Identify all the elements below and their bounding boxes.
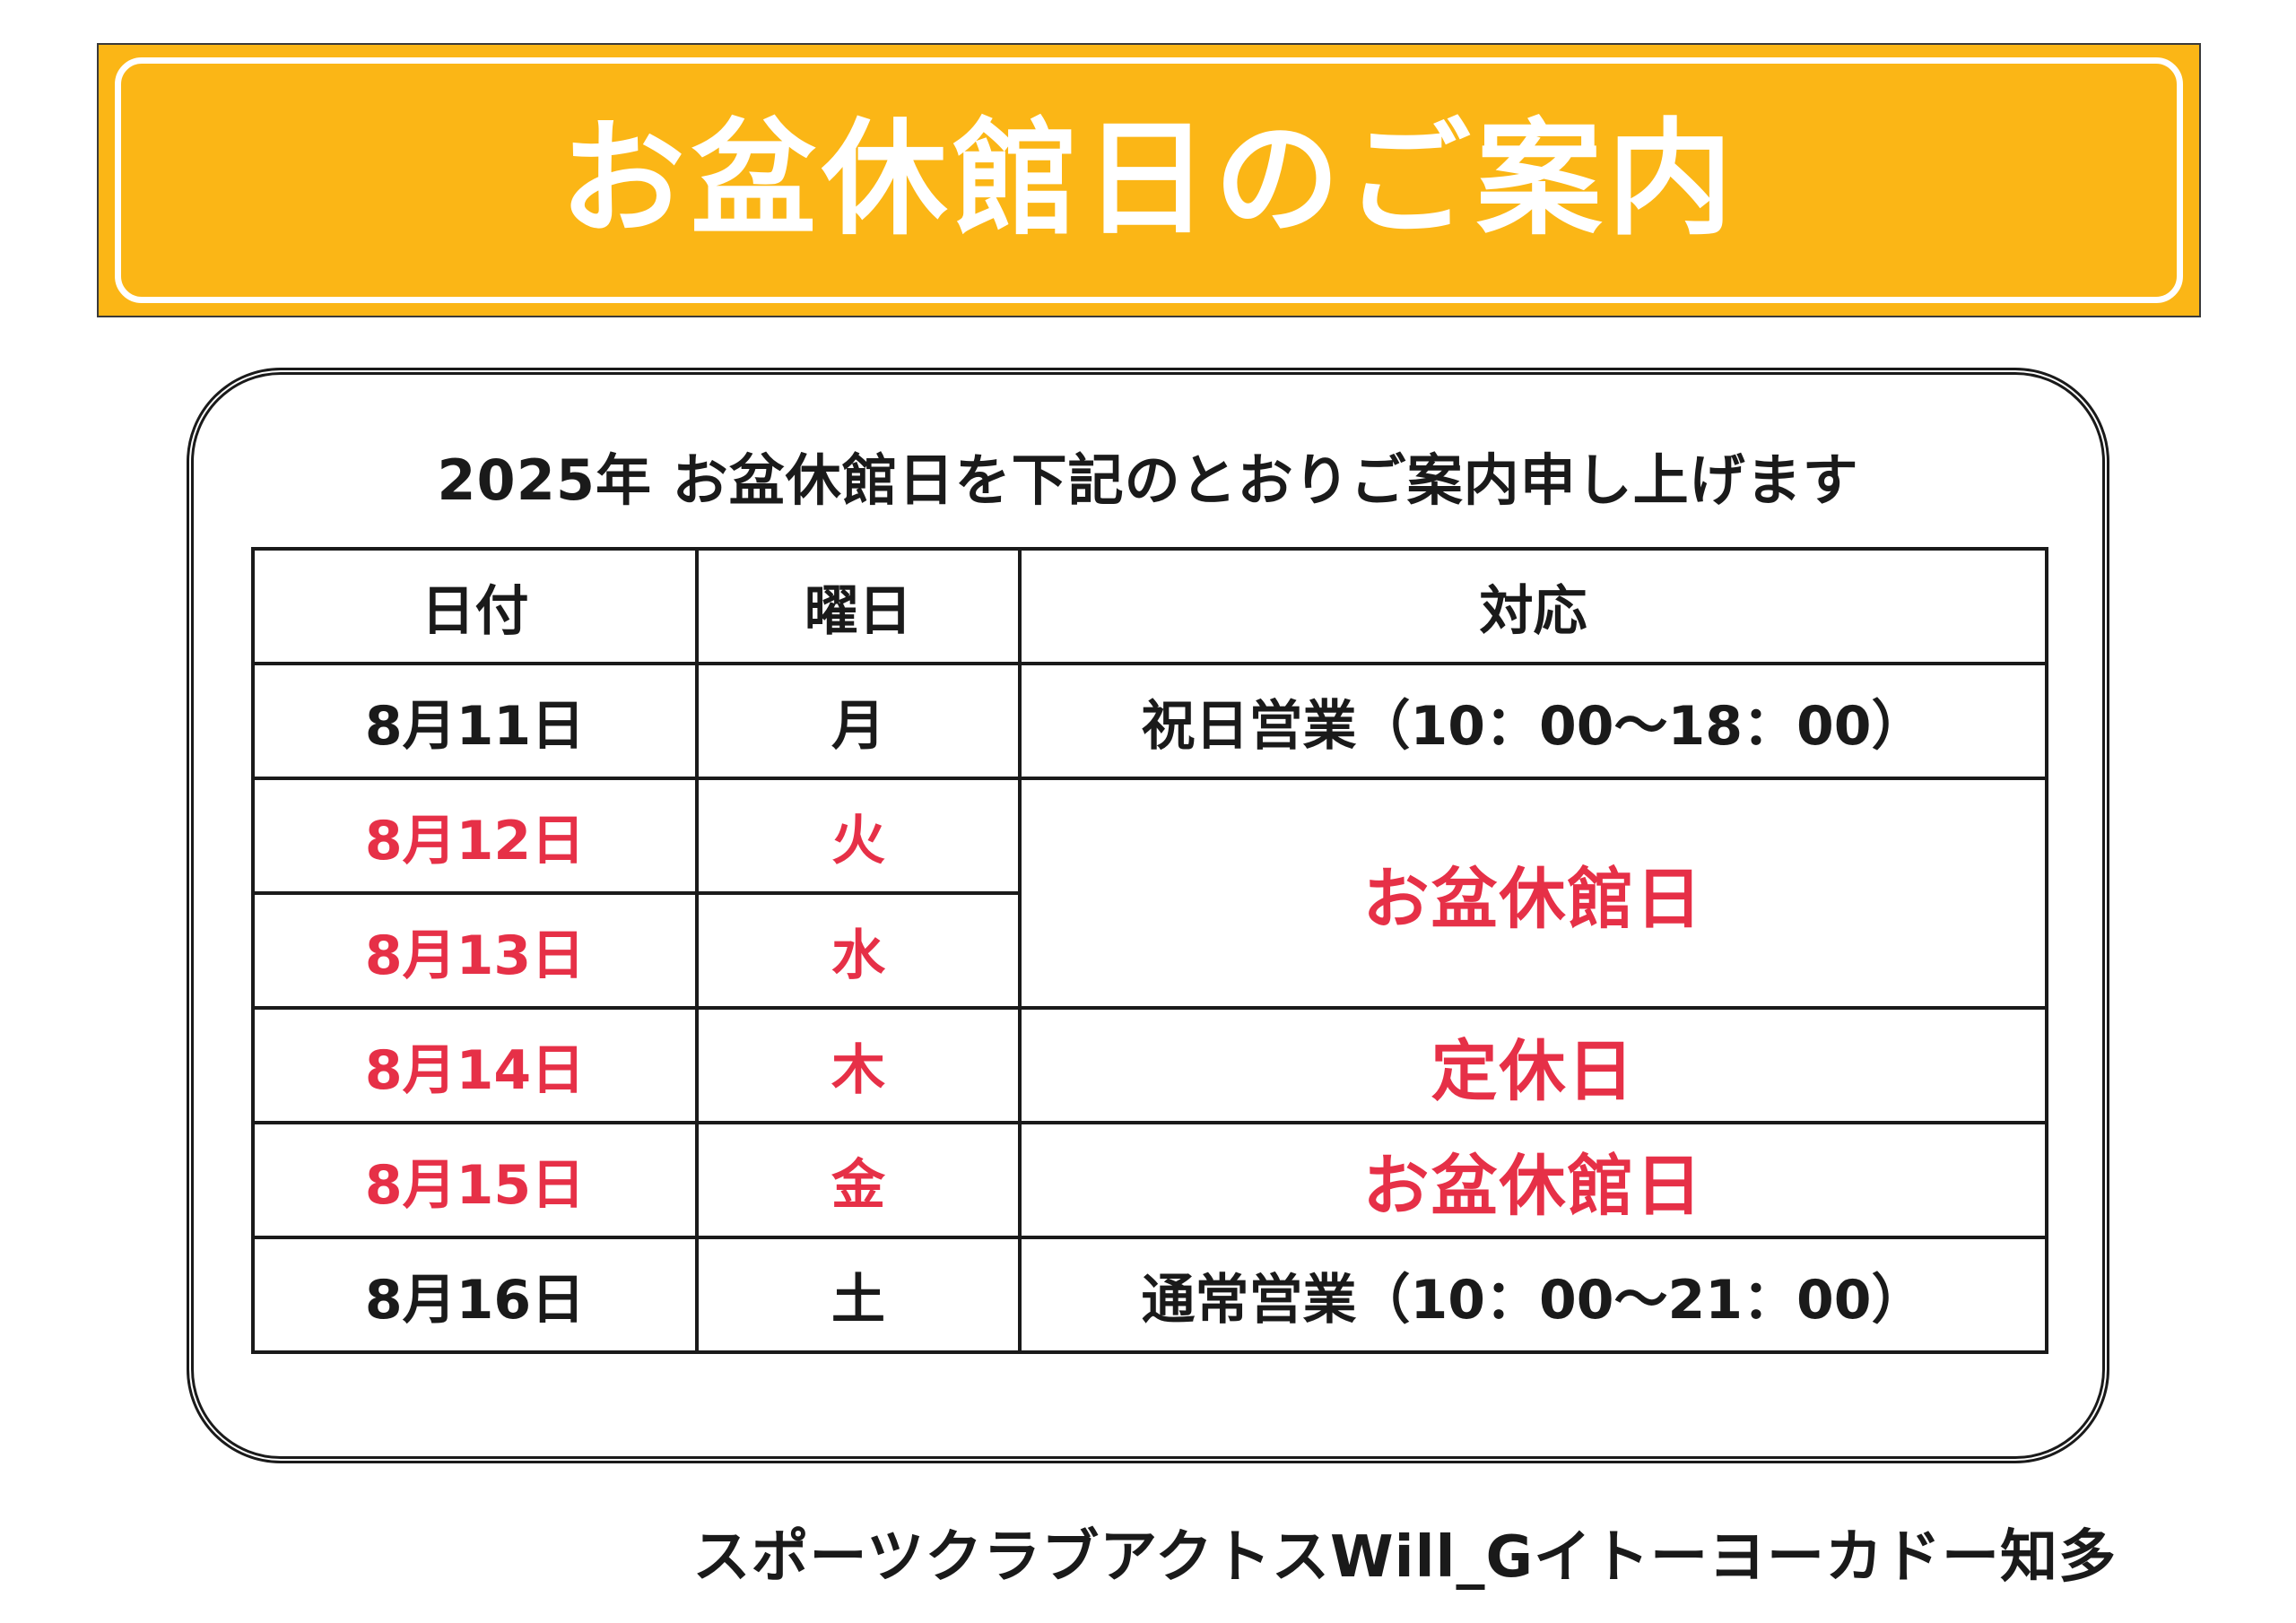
row-day: 火 — [695, 777, 1022, 895]
table-row: 8月14日 木 定休日 — [251, 1006, 2048, 1124]
table-row: 8月15日 金 お盆休館日 — [251, 1121, 2048, 1239]
table-row: 8月16日 土 通常営業（10：00～21：00） — [251, 1236, 2048, 1354]
row-date: 8月16日 — [251, 1236, 699, 1354]
row-day: 月 — [695, 662, 1022, 780]
page-title: お盆休館日のご案内 — [559, 107, 1738, 253]
row-action: 通常営業（10：00～21：00） — [1018, 1236, 2048, 1354]
row-date: 8月14日 — [251, 1006, 699, 1124]
row-day: 木 — [695, 1006, 1022, 1124]
header-action: 対応 — [1018, 547, 2048, 665]
row-date: 8月15日 — [251, 1121, 699, 1239]
header-banner: お盆休館日のご案内 — [97, 43, 2201, 317]
header-day: 曜日 — [695, 547, 1022, 665]
row-action: 祝日営業（10：00～18：00） — [1018, 662, 2048, 780]
row-date: 8月11日 — [251, 662, 699, 780]
row-action-closed: お盆休館日 — [1018, 1121, 2048, 1239]
banner-inner-frame: お盆休館日のご案内 — [115, 57, 2183, 303]
row-day: 金 — [695, 1121, 1022, 1239]
row-action-closed: お盆休館日 — [1018, 777, 2048, 1010]
club-name-footer: スポーツクラブアクトスWill_Gイトーヨーカドー知多 — [692, 1524, 2117, 1591]
row-day: 水 — [695, 891, 1022, 1010]
row-day: 土 — [695, 1236, 1022, 1354]
content-frame — [187, 368, 2109, 1463]
notice-subtitle: 2025年 お盆休館日を下記のとおりご案内申し上げます — [437, 447, 1859, 513]
row-action-regular-holiday: 定休日 — [1018, 1006, 2048, 1124]
table-row: 8月12日 火 お盆休館日 — [251, 777, 2048, 1010]
row-date: 8月12日 — [251, 777, 699, 895]
table-row: 8月13日 水 — [251, 891, 2047, 1010]
row-date: 8月13日 — [251, 891, 699, 1010]
table-row: 8月11日 月 祝日営業（10：00～18：00） — [251, 662, 2048, 780]
schedule-table: 日付 曜日 対応 8月11日 月 祝日営業（10：00～18：00） 8月12日… — [251, 547, 2048, 1354]
table-header-row: 日付 曜日 対応 — [251, 547, 2048, 665]
header-date: 日付 — [251, 547, 699, 665]
